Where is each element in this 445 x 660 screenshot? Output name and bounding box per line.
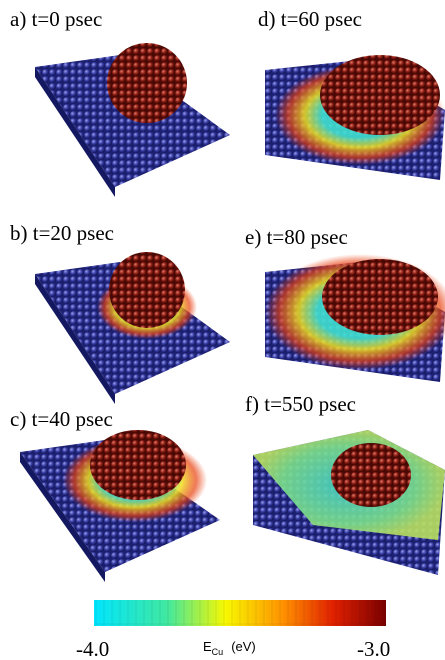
cluster xyxy=(331,443,411,507)
colorbar-steps xyxy=(94,600,386,626)
figure: a) t=0 psec b) t=20 psec c) t=40 psec d)… xyxy=(0,0,445,660)
panel-f xyxy=(253,430,445,575)
panel-d xyxy=(265,55,445,180)
colorbar-min: -4.0 xyxy=(76,637,109,660)
cluster xyxy=(322,259,438,335)
colorbar-title: ECu (eV) xyxy=(203,639,256,657)
panel-label: f) t=550 psec xyxy=(245,392,356,416)
panel-b xyxy=(35,252,230,404)
panel-c xyxy=(20,430,220,582)
panel-e xyxy=(265,254,445,382)
panel-a xyxy=(35,43,230,197)
panel-label: c) t=40 psec xyxy=(10,407,113,431)
subscript: Cu xyxy=(212,647,224,657)
symbol: E xyxy=(203,639,212,654)
unit: (eV) xyxy=(231,639,256,654)
panel-label: e) t=80 psec xyxy=(245,225,348,249)
cluster xyxy=(90,430,186,500)
panel-label: d) t=60 psec xyxy=(258,7,362,31)
panel-label: a) t=0 psec xyxy=(10,7,102,31)
panel-label: b) t=20 psec xyxy=(10,221,114,245)
cluster xyxy=(109,252,185,328)
cluster xyxy=(107,43,187,123)
colorbar-max: -3.0 xyxy=(357,637,390,660)
cluster xyxy=(320,55,440,135)
